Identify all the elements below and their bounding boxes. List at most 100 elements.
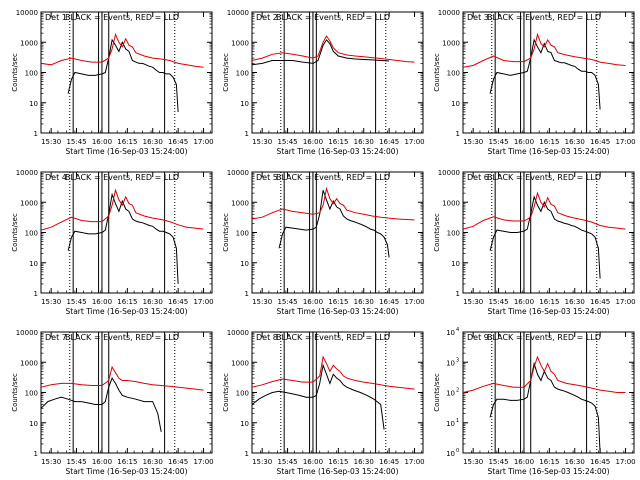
- ytick-label: 100: [447, 70, 460, 78]
- ytick-label: 1000: [442, 199, 460, 207]
- xtick-label: 16:15: [117, 298, 137, 306]
- series-line-events: [489, 38, 601, 110]
- plot-frame: [40, 11, 213, 134]
- ytick-label: 10: [446, 390, 455, 398]
- xtick-label: 16:30: [565, 458, 585, 466]
- xtick-label: 16:45: [590, 298, 610, 306]
- ytick-label: 1: [456, 290, 460, 298]
- ytick-exponent: 1: [456, 418, 459, 424]
- ytick-label: 1: [245, 450, 249, 458]
- ytick-label: 1000: [20, 39, 38, 47]
- ytick-label: 10: [446, 450, 455, 458]
- ytick-label: 1: [456, 130, 460, 138]
- xtick-label: 16:00: [92, 458, 112, 466]
- chart-panel: Det 4 BLACK = Events, RED = LLD 1 10 100 100…: [11, 169, 214, 316]
- ytick-label: 10000: [227, 169, 249, 177]
- xtick-label: 15:30: [252, 138, 272, 146]
- xtick-label: 16:30: [143, 138, 163, 146]
- ytick-label: 1000: [231, 199, 249, 207]
- y-axis-label: Counts/sec: [11, 53, 19, 92]
- plot-frame: [251, 11, 424, 134]
- chart-panel: Det 2 BLACK = Events, RED = LLD 1 10 100 100…: [222, 9, 425, 156]
- x-axis-label: Start Time (16-Sep-03 15:24:00): [488, 467, 610, 476]
- xtick-label: 15:30: [463, 298, 483, 306]
- plot-frame: [462, 11, 635, 134]
- xtick-label: 16:30: [143, 458, 163, 466]
- xtick-label: 16:00: [303, 298, 323, 306]
- xtick-label: 16:30: [354, 138, 374, 146]
- xtick-label: 15:45: [488, 138, 508, 146]
- series-line-lld: [462, 191, 626, 230]
- ytick-label: 1000: [231, 39, 249, 47]
- ytick-label: 1: [245, 130, 249, 138]
- ytick-label: 10000: [227, 9, 249, 17]
- xtick-label: 17:00: [404, 458, 424, 466]
- xtick-label: 15:30: [41, 298, 61, 306]
- ytick-label: 10: [446, 420, 455, 428]
- x-axis-label: Start Time (16-Sep-03 15:24:00): [66, 467, 188, 476]
- plot-frame: [462, 171, 635, 294]
- xtick-label: 16:45: [379, 458, 399, 466]
- ytick-label: 1000: [231, 359, 249, 367]
- ytick-exponent: 0: [456, 448, 459, 454]
- series-line-events: [489, 361, 601, 454]
- xtick-label: 15:45: [66, 138, 86, 146]
- ytick-label: 10: [240, 420, 249, 428]
- ytick-label: 10000: [227, 329, 249, 337]
- xtick-label: 16:45: [379, 138, 399, 146]
- y-axis-label: Counts/sec: [222, 213, 230, 252]
- xtick-label: 15:45: [488, 458, 508, 466]
- chart-title: Det 6: [467, 173, 489, 182]
- ytick-label: 10: [240, 260, 249, 268]
- chart-panel: Det 3 BLACK = Events, RED = LLD 1 10 100 100…: [433, 9, 636, 156]
- xtick-label: 15:45: [66, 458, 86, 466]
- xtick-label: 16:30: [354, 458, 374, 466]
- chart-title-suffix: BLACK = Events, RED = LLD: [276, 173, 390, 182]
- chart-panel: Det 7 BLACK = Events, RED = LLD 1 10 100 100…: [11, 329, 214, 476]
- plot-frame: [40, 331, 213, 454]
- chart-title: Det 2: [256, 13, 278, 22]
- series-line-lld: [251, 35, 415, 63]
- chart-title-suffix: BLACK = Events, RED = LLD: [276, 333, 390, 342]
- ytick-exponent: 4: [456, 327, 459, 333]
- ytick-label: 10: [451, 260, 460, 268]
- x-axis-label: Start Time (16-Sep-03 15:24:00): [66, 307, 188, 316]
- xtick-label: 16:45: [168, 298, 188, 306]
- xtick-label: 16:45: [590, 138, 610, 146]
- ytick-label: 100: [236, 70, 249, 78]
- series-line-lld: [462, 32, 626, 68]
- x-axis-label: Start Time (16-Sep-03 15:24:00): [488, 307, 610, 316]
- chart-panel: Det 5 BLACK = Events, RED = LLD 1 10 100 100…: [222, 169, 425, 316]
- chart-title-suffix: BLACK = Events, RED = LLD: [65, 13, 179, 22]
- xtick-label: 16:45: [168, 458, 188, 466]
- xtick-label: 15:30: [41, 458, 61, 466]
- chart-panel: Det 8 BLACK = Events, RED = LLD 1 10 100 100…: [222, 329, 425, 476]
- ytick-label: 10000: [16, 9, 38, 17]
- ytick-label: 10: [29, 420, 38, 428]
- xtick-label: 16:15: [539, 138, 559, 146]
- xtick-label: 16:15: [539, 298, 559, 306]
- plot-frame: [251, 171, 424, 294]
- plot-frame: [251, 331, 424, 454]
- ytick-label: 1000: [442, 39, 460, 47]
- xtick-label: 16:30: [143, 298, 163, 306]
- ytick-label: 1000: [20, 199, 38, 207]
- ytick-label: 100: [447, 230, 460, 238]
- y-axis-label: Counts/sec: [222, 53, 230, 92]
- ytick-label: 1: [34, 130, 38, 138]
- xtick-label: 15:30: [252, 298, 272, 306]
- xtick-label: 16:15: [117, 458, 137, 466]
- ytick-label: 10000: [438, 169, 460, 177]
- x-axis-label: Start Time (16-Sep-03 15:24:00): [277, 147, 399, 156]
- series-line-lld: [40, 32, 204, 68]
- xtick-label: 16:45: [590, 458, 610, 466]
- ytick-label: 1: [245, 290, 249, 298]
- xtick-label: 17:00: [193, 138, 213, 146]
- x-axis-label: Start Time (16-Sep-03 15:24:00): [277, 467, 399, 476]
- xtick-label: 15:45: [488, 298, 508, 306]
- xtick-label: 16:30: [565, 298, 585, 306]
- xtick-label: 15:45: [277, 458, 297, 466]
- y-axis-label: Counts/sec: [11, 373, 19, 412]
- ytick-label: 10: [240, 100, 249, 108]
